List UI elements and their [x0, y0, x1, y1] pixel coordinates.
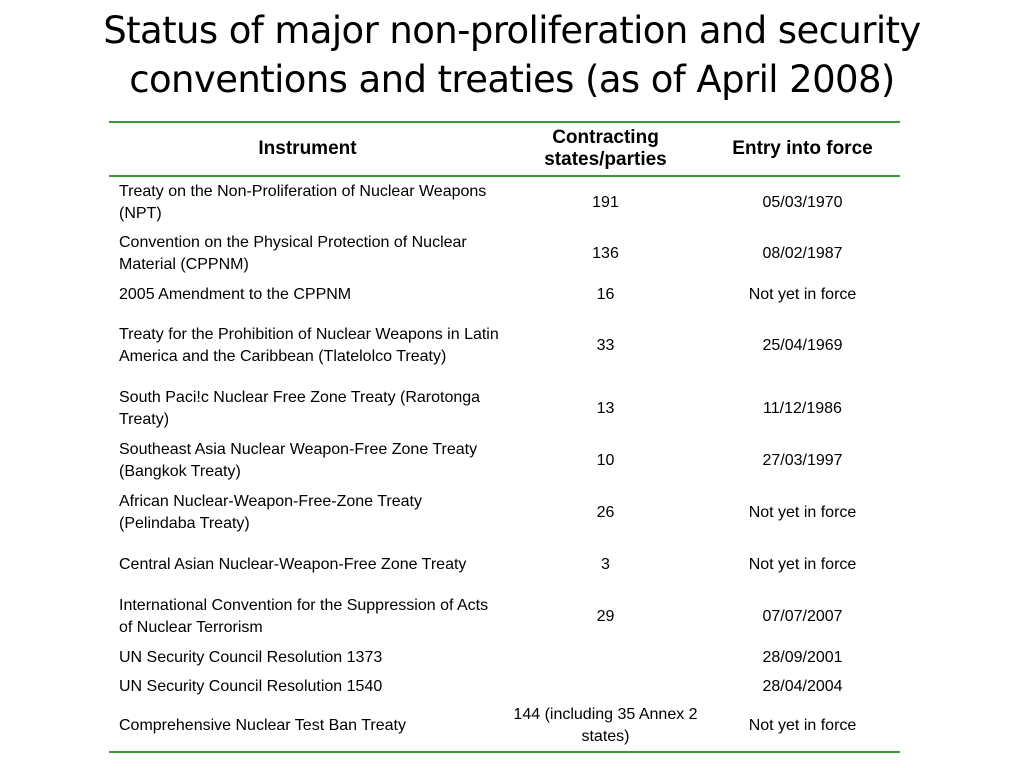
entry-cell: 08/02/1987: [762, 245, 843, 262]
parties-cell: [506, 672, 705, 701]
table-row: Comprehensive Nuclear Test Ban Treaty 14…: [109, 701, 900, 752]
instrument-cell: UN Security Council Resolution 1540: [119, 677, 383, 695]
parties-cell: 13: [596, 400, 615, 417]
table-row: International Convention for the Suppres…: [109, 591, 900, 643]
instrument-cell: Treaty for the Prohibition of Nuclear We…: [119, 326, 499, 365]
header-instrument: Instrument: [258, 138, 357, 159]
instrument-cell: Comprehensive Nuclear Test Ban Treaty: [119, 717, 406, 734]
instrument-cell: Central Asian Nuclear-Weapon-Free Zone T…: [119, 556, 467, 573]
table-row: Central Asian Nuclear-Weapon-Free Zone T…: [109, 539, 900, 591]
entry-cell: 28/09/2001: [762, 648, 843, 666]
parties-cell: 16: [596, 285, 615, 303]
table-row: Treaty on the Non-Proliferation of Nucle…: [109, 176, 900, 228]
table-row: South Paci!c Nuclear Free Zone Treaty (R…: [109, 383, 900, 435]
table-row: UN Security Council Resolution 1373 28/0…: [109, 643, 900, 672]
instrument-cell: International Convention for the Suppres…: [119, 597, 489, 636]
entry-cell: 27/03/1997: [762, 452, 843, 469]
parties-cell: 29: [596, 608, 615, 625]
entry-cell: Not yet in force: [748, 717, 857, 734]
table-row: 2005 Amendment to the CPPNM 16 Not yet i…: [109, 280, 900, 309]
parties-cell: 136: [592, 245, 619, 262]
header-contracting-parties: Contracting states/parties: [544, 127, 667, 170]
treaty-table: Instrument Contracting states/parties En…: [109, 121, 900, 753]
entry-cell: Not yet in force: [748, 504, 857, 521]
parties-cell: 10: [596, 452, 615, 469]
entry-cell: Not yet in force: [748, 556, 857, 573]
entry-cell: 11/12/1986: [763, 400, 842, 417]
entry-cell: 28/04/2004: [762, 677, 843, 695]
instrument-cell: South Paci!c Nuclear Free Zone Treaty (R…: [119, 389, 481, 428]
entry-cell: 25/04/1969: [762, 337, 843, 354]
instrument-cell: Treaty on the Non-Proliferation of Nucle…: [119, 183, 487, 222]
parties-cell: 33: [596, 337, 615, 354]
header-row: Instrument Contracting states/parties En…: [109, 122, 900, 176]
entry-cell: 05/03/1970: [762, 194, 843, 211]
table-row: UN Security Council Resolution 1540 28/0…: [109, 672, 900, 701]
table-row: African Nuclear-Weapon-Free-Zone Treaty …: [109, 487, 900, 539]
instrument-cell: African Nuclear-Weapon-Free-Zone Treaty …: [119, 493, 422, 532]
table-body: Treaty on the Non-Proliferation of Nucle…: [109, 176, 900, 752]
parties-cell: 144 (including 35 Annex 2 states): [513, 706, 698, 745]
instrument-cell: Convention on the Physical Protection of…: [119, 234, 467, 273]
instrument-cell: 2005 Amendment to the CPPNM: [119, 285, 352, 303]
title-line-1: Status of major non-proliferation and se…: [103, 9, 921, 52]
table-row: Treaty for the Prohibition of Nuclear We…: [109, 309, 900, 383]
parties-cell: 191: [592, 194, 619, 211]
parties-cell: 3: [601, 556, 610, 573]
table-row: Southeast Asia Nuclear Weapon-Free Zone …: [109, 435, 900, 487]
header-entry-into-force: Entry into force: [732, 138, 873, 159]
instrument-cell: UN Security Council Resolution 1373: [119, 648, 383, 666]
parties-cell: [506, 643, 705, 672]
title-line-2: conventions and treaties (as of April 20…: [129, 58, 895, 101]
entry-cell: 07/07/2007: [762, 608, 843, 625]
table-header: Instrument Contracting states/parties En…: [109, 122, 900, 176]
entry-cell: Not yet in force: [748, 285, 857, 303]
slide-title: Status of major non-proliferation and se…: [0, 6, 1024, 104]
table-row: Convention on the Physical Protection of…: [109, 228, 900, 280]
instrument-cell: Southeast Asia Nuclear Weapon-Free Zone …: [119, 441, 478, 480]
parties-cell: 26: [596, 504, 615, 521]
